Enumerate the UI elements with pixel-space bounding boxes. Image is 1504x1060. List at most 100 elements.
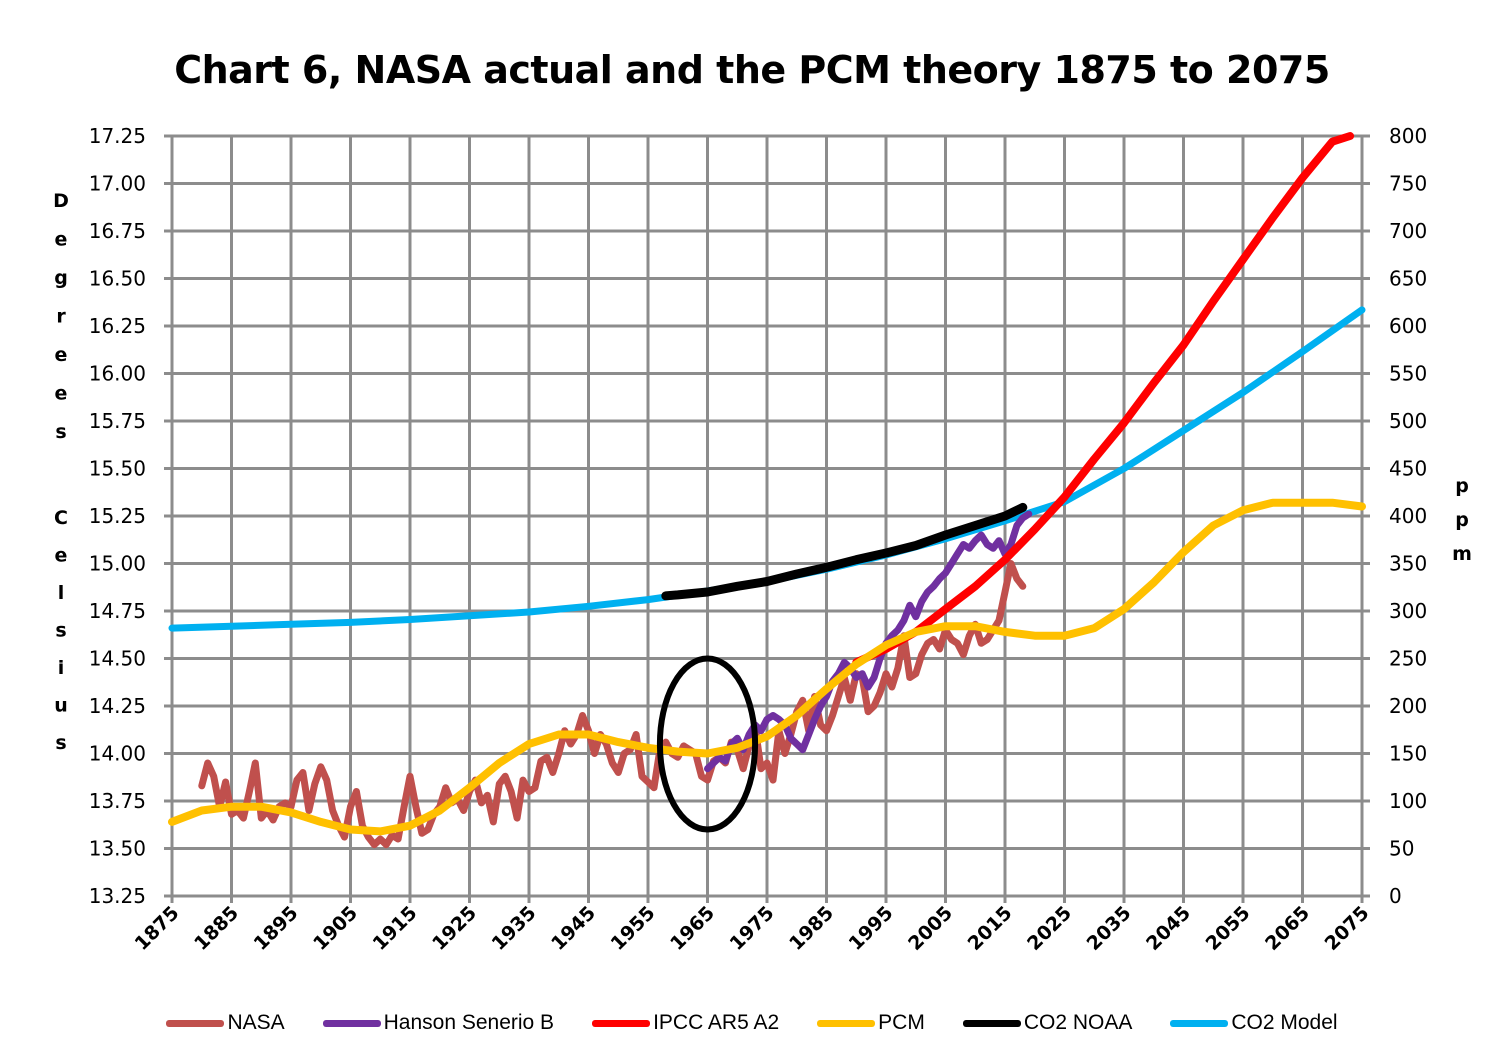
y-axis-label-letter: C — [54, 507, 68, 529]
legend-item: PCM — [817, 1011, 925, 1035]
x-tick-label: 1915 — [369, 902, 422, 955]
y-axis-label-letter: D — [53, 190, 69, 212]
y-tick-label-left: 14.25 — [89, 694, 146, 718]
y-tick-label-left: 13.50 — [89, 837, 146, 861]
y-axis-label-letter: u — [54, 695, 68, 717]
series-pcm — [168, 498, 1366, 836]
legend-swatch — [817, 1019, 876, 1027]
y-axis-label-letter: e — [55, 383, 68, 405]
y-tick-label-left: 13.75 — [89, 789, 146, 813]
y-axis-label-letter: e — [55, 344, 68, 366]
y-axis-right-label-letter: m — [1452, 543, 1472, 565]
series-hanson-senerio-b — [704, 510, 1033, 773]
x-tick-label: 1905 — [309, 902, 362, 955]
x-tick-label: 1875 — [131, 902, 184, 955]
series-ipcc-ar5-a2 — [852, 132, 1355, 667]
x-tick-label: 1995 — [845, 902, 898, 955]
y-tick-label-right: 200 — [1389, 694, 1427, 718]
x-tick-label: 1985 — [785, 902, 838, 955]
y-tick-label-left: 13.25 — [89, 884, 146, 908]
legend-label: CO2 Model — [1231, 1011, 1338, 1034]
y-axis-label-letter: e — [55, 229, 68, 251]
y-tick-label-left: 14.50 — [89, 647, 146, 671]
y-tick-label-right: 0 — [1389, 884, 1402, 908]
y-tick-label-right: 600 — [1389, 314, 1427, 338]
legend-item: NASA — [166, 1011, 285, 1035]
y-tick-label-right: 800 — [1389, 124, 1427, 148]
chart-title: Chart 6, NASA actual and the PCM theory … — [174, 48, 1330, 92]
y-tick-label-left: 16.00 — [89, 362, 146, 386]
series-lines — [168, 132, 1366, 849]
x-tick-label: 2035 — [1083, 902, 1136, 955]
series-co2-noaa — [661, 502, 1028, 601]
x-tick-label: 1925 — [428, 902, 481, 955]
x-tick-label: 1935 — [488, 902, 541, 955]
y-tick-label-right: 150 — [1389, 742, 1427, 766]
y-tick-label-left: 16.25 — [89, 314, 146, 338]
y-axis-label-letter: r — [56, 306, 66, 328]
y-tick-label-right: 400 — [1389, 504, 1427, 528]
x-tick-label: 1965 — [666, 902, 719, 955]
grid — [164, 134, 1370, 903]
y-axis-label-letter: e — [55, 545, 68, 567]
legend-label: IPCC AR5 A2 — [653, 1011, 780, 1034]
y-tick-label-right: 500 — [1389, 409, 1427, 433]
y-axis-label-letter: l — [58, 582, 65, 604]
x-tick-label: 2055 — [1202, 902, 1255, 955]
y-tick-label-right: 450 — [1389, 457, 1427, 481]
y-tick-label-right: 250 — [1389, 647, 1427, 671]
y-tick-label-left: 15.75 — [89, 409, 146, 433]
legend-label: NASA — [227, 1011, 285, 1034]
annotations — [656, 655, 759, 833]
y-tick-label-left: 14.75 — [89, 599, 146, 623]
legend-label: Hanson Senerio B — [383, 1011, 555, 1034]
legend-item: IPCC AR5 A2 — [592, 1011, 779, 1035]
x-tick-label: 2025 — [1023, 902, 1076, 955]
legend-label: CO2 NOAA — [1023, 1011, 1133, 1034]
y-tick-label-right: 550 — [1389, 362, 1427, 386]
y-tick-label-right: 100 — [1389, 789, 1427, 813]
x-tick-label: 1975 — [726, 902, 779, 955]
y-axis-label-letter: s — [55, 421, 66, 443]
x-tick-label: 1895 — [250, 902, 303, 955]
y-tick-label-right: 750 — [1389, 172, 1427, 196]
y-tick-label-left: 15.50 — [89, 457, 146, 481]
y-tick-label-right: 300 — [1389, 599, 1427, 623]
y-tick-label-left: 16.50 — [89, 267, 146, 291]
legend-item: CO2 Model — [1170, 1011, 1338, 1035]
y-tick-label-left: 15.00 — [89, 552, 146, 576]
y-tick-label-right: 50 — [1389, 837, 1414, 861]
y-axis-label-letter: i — [58, 657, 65, 679]
y-tick-label-right: 350 — [1389, 552, 1427, 576]
y-axis-label-letter: s — [55, 620, 66, 642]
legend-swatch — [166, 1019, 225, 1027]
y-axis-right-label-letter: p — [1455, 475, 1469, 497]
y-tick-label-left: 16.75 — [89, 219, 146, 243]
x-tick-label: 1885 — [190, 902, 243, 955]
x-tick-label: 2005 — [904, 902, 957, 955]
x-tick-label: 1955 — [607, 902, 660, 955]
x-tick-label: 2015 — [964, 902, 1017, 955]
legend: NASA Hanson Senerio B IPCC AR5 A2 PCM CO2 NO… — [0, 1008, 1504, 1038]
y-tick-label-right: 650 — [1389, 267, 1427, 291]
legend-item: CO2 NOAA — [962, 1011, 1133, 1035]
y-tick-label-left: 15.25 — [89, 504, 146, 528]
y-tick-label-right: 700 — [1389, 219, 1427, 243]
legend-label: PCM — [878, 1011, 925, 1034]
x-tick-label: 1945 — [547, 902, 600, 955]
y-tick-label-left: 14.00 — [89, 742, 146, 766]
legend-swatch — [962, 1019, 1021, 1027]
x-tick-label: 2075 — [1321, 902, 1374, 955]
legend-item: Hanson Senerio B — [322, 1011, 555, 1035]
y-tick-label-left: 17.00 — [89, 172, 146, 196]
y-axis-right-label-letter: p — [1455, 509, 1469, 531]
annotation-circle — [656, 655, 759, 833]
x-tick-label: 2065 — [1261, 902, 1314, 955]
x-tick-label: 2045 — [1142, 902, 1195, 955]
legend-swatch — [322, 1019, 381, 1027]
y-axis-label-letter: s — [55, 732, 66, 754]
y-tick-label-left: 17.25 — [89, 124, 146, 148]
y-axis-label-letter: g — [54, 267, 68, 289]
legend-swatch — [592, 1019, 651, 1027]
